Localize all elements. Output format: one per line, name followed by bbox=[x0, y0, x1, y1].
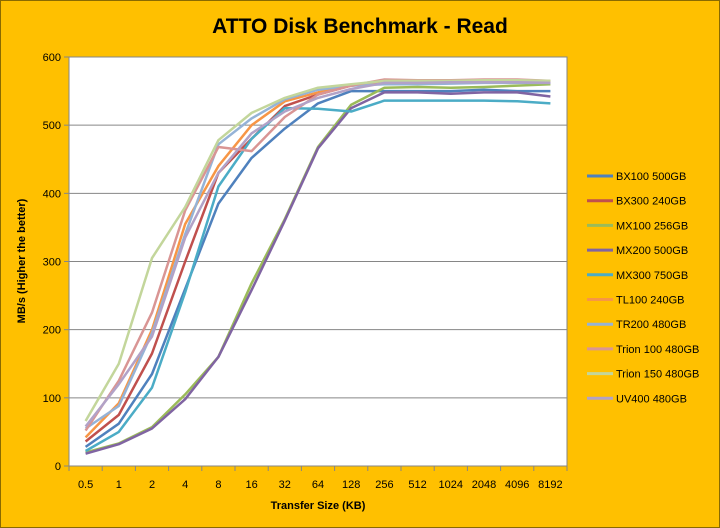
legend-label: MX200 500GB bbox=[616, 245, 688, 257]
y-tick-label: 300 bbox=[43, 257, 61, 269]
x-tick-label: 1 bbox=[116, 479, 122, 491]
series-line bbox=[84, 99, 551, 453]
x-tick-label: 128 bbox=[342, 479, 360, 491]
x-tick-label: 1024 bbox=[439, 479, 463, 491]
series-lines bbox=[84, 78, 551, 455]
legend-label: UV400 480GB bbox=[616, 393, 687, 405]
x-tick-label: 512 bbox=[408, 479, 426, 491]
legend-box bbox=[579, 163, 715, 408]
x-tick-label: 2 bbox=[149, 479, 155, 491]
chart-title: ATTO Disk Benchmark - Read bbox=[212, 15, 508, 38]
y-tick-label: 400 bbox=[43, 188, 61, 200]
legend-label: TL100 240GB bbox=[616, 295, 685, 307]
x-tick-label: 16 bbox=[245, 479, 257, 491]
x-tick-label: 64 bbox=[312, 479, 324, 491]
y-tick-label: 0 bbox=[55, 461, 61, 473]
x-tick-label: 2048 bbox=[472, 479, 496, 491]
y-tick-label: 100 bbox=[43, 393, 61, 405]
x-tick-label: 256 bbox=[375, 479, 393, 491]
x-tick-label: 0.5 bbox=[78, 479, 93, 491]
legend: BX100 500GB BX300 240GB MX100 256GB MX200 5… bbox=[587, 171, 699, 405]
x-axis-ticks: 0.5 1 2 4 8 16 32 64 128 256 512 1024 2048 4096 8192 bbox=[68, 466, 568, 491]
y-axis-label: MB/s (Higher the better) bbox=[16, 198, 28, 323]
x-tick-label: 8192 bbox=[538, 479, 562, 491]
legend-label: Trion 100 480GB bbox=[616, 344, 699, 356]
legend-label: MX100 256GB bbox=[616, 220, 688, 232]
x-tick-label: 8 bbox=[215, 479, 221, 491]
y-tick-label: 200 bbox=[43, 325, 61, 337]
y-axis-ticks: 0 100 200 300 400 500 600 bbox=[43, 52, 69, 473]
x-axis-label: Transfer Size (KB) bbox=[271, 500, 366, 512]
legend-label: Trion 150 480GB bbox=[616, 369, 699, 381]
y-tick-label: 500 bbox=[43, 120, 61, 132]
x-tick-label: 32 bbox=[279, 479, 291, 491]
legend-label: TR200 480GB bbox=[616, 319, 686, 331]
x-tick-label: 4 bbox=[182, 479, 188, 491]
legend-label: BX300 240GB bbox=[616, 196, 686, 208]
series-line bbox=[84, 88, 551, 448]
legend-label: MX300 750GB bbox=[616, 270, 688, 282]
series-line bbox=[85, 91, 551, 455]
series-line bbox=[84, 80, 551, 428]
legend-label: BX100 500GB bbox=[616, 171, 686, 183]
y-tick-label: 600 bbox=[43, 52, 61, 64]
x-tick-label: 4096 bbox=[505, 479, 529, 491]
series-line bbox=[84, 78, 551, 422]
